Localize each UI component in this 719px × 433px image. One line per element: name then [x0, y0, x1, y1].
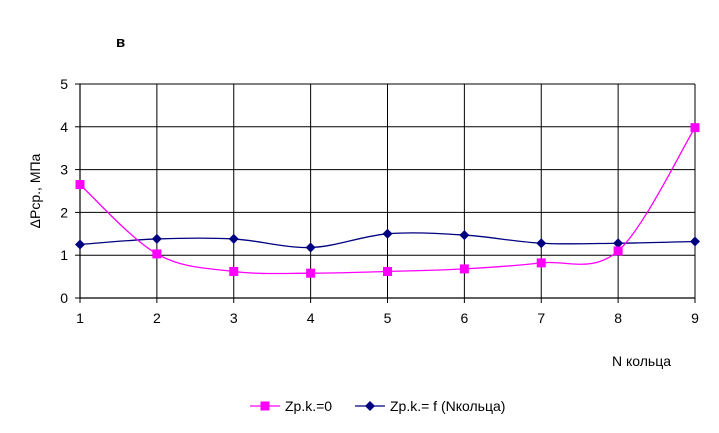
data-point [229, 266, 239, 276]
data-point [459, 264, 469, 274]
data-point [152, 249, 162, 259]
data-point [382, 228, 393, 239]
y-tick-label: 1 [60, 247, 68, 263]
x-tick-label: 9 [691, 310, 699, 326]
data-point [228, 233, 239, 244]
x-tick-label: 6 [460, 310, 468, 326]
legend-label: Zp.k.= f (Nкольца) [390, 398, 505, 414]
data-point [690, 236, 700, 247]
legend-label: Zp.k.=0 [285, 398, 332, 414]
y-tick-label: 4 [60, 119, 68, 135]
y-tick-label: 5 [60, 76, 68, 92]
data-point [306, 268, 316, 278]
series-1 [75, 123, 700, 278]
series-group [75, 123, 700, 278]
x-tick-label: 8 [614, 310, 622, 326]
legend-item-2: Zp.k.= f (Nкольца) [355, 398, 505, 414]
series-2 [75, 228, 700, 253]
legend-item-1: Zp.k.=0 [250, 398, 332, 414]
y-tick-labels: 0 1 2 3 4 5 [60, 76, 68, 306]
x-tick-label: 3 [230, 310, 238, 326]
x-tick-label: 5 [384, 310, 392, 326]
data-point [536, 238, 547, 249]
data-point [75, 239, 85, 250]
x-tick-label: 7 [537, 310, 545, 326]
legend-marker [260, 401, 270, 411]
data-point [690, 123, 700, 133]
y-tick-label: 3 [60, 162, 68, 178]
data-point [613, 238, 624, 249]
x-tick-labels: 1 2 3 4 5 6 7 8 9 [76, 310, 699, 326]
y-axis-label: ΔРср., МПа [27, 153, 43, 228]
y-tick-label: 2 [60, 204, 68, 220]
grid-lines [80, 83, 696, 298]
x-tick-label: 4 [307, 310, 315, 326]
x-tick-label: 1 [76, 310, 84, 326]
x-axis-label: N кольца [612, 353, 671, 369]
panel-label: в [116, 34, 125, 51]
legend-marker [365, 401, 375, 411]
axes [75, 83, 696, 303]
data-point [305, 242, 316, 253]
data-point [613, 246, 623, 256]
x-tick-label: 2 [153, 310, 161, 326]
data-point [536, 258, 546, 268]
data-point [75, 180, 85, 190]
data-point [151, 233, 162, 244]
data-point [383, 266, 392, 276]
data-point [459, 230, 470, 241]
legend: Zp.k.=0 Zp.k.= f (Nкольца) [250, 398, 505, 414]
y-tick-label: 0 [60, 290, 68, 306]
